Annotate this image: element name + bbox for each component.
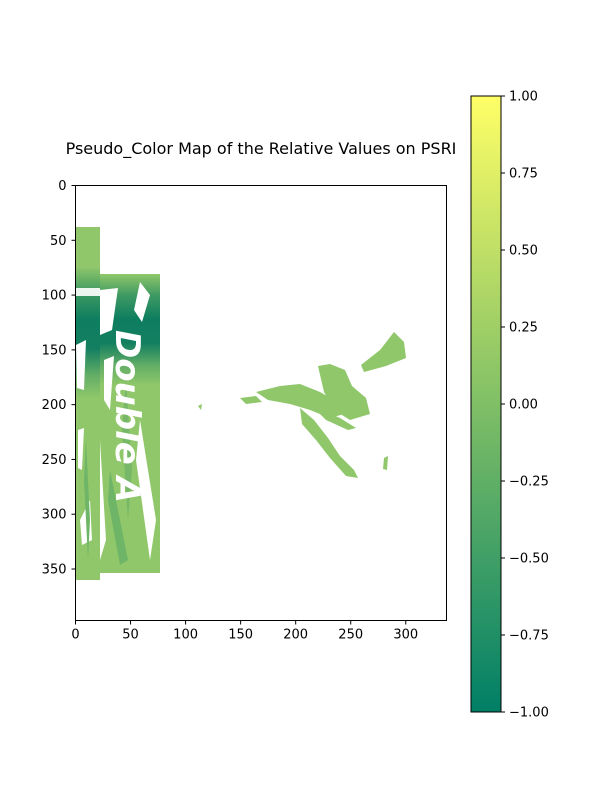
colorbar-tick-label: −0.25 [509,475,549,490]
y-tick-label: 50 [50,234,67,249]
colorbar-tick-label: 0.25 [509,321,538,336]
y-tick-label: 200 [42,398,67,413]
colorbar-tick-label: 0.50 [509,244,538,259]
colorbar-tick-label: −0.50 [509,552,549,567]
colorbar-tick-label: −1.00 [509,706,549,721]
colorbar-tick-label: 0.00 [509,398,538,413]
x-axis: 0 50 100 150 200 250 300 [71,620,418,643]
x-tick-label: 200 [283,628,308,643]
x-tick-label: 100 [173,628,198,643]
package-text: Double A [107,330,147,503]
scattered-regions [198,332,406,478]
package-region: Double A [100,268,160,573]
y-axis: 0 50 100 150 200 250 300 350 [42,179,76,578]
y-tick-label: 100 [42,289,67,304]
axes-frame [75,185,447,621]
y-tick-label: 0 [58,179,66,194]
colorbar-tick-label: 1.00 [509,90,538,105]
x-tick-label: 50 [122,628,139,643]
y-tick-label: 150 [42,343,67,358]
heatmap-image: Double A [75,227,406,580]
y-tick-label: 250 [42,453,67,468]
y-tick-label: 350 [42,563,67,578]
colorbar-tick-label: 0.75 [509,167,538,182]
colorbar-axis: 1.00 0.75 0.50 0.25 0.00 −0.25 −0.50 −0.75 −1.00 [501,90,549,721]
colorbar-tick-label: −0.75 [509,629,549,644]
colorbar [470,95,502,713]
chart-title: Pseudo_Color Map of the Relative Values … [66,139,457,159]
x-tick-label: 250 [338,628,363,643]
x-tick-label: 0 [71,628,79,643]
left-strip [75,227,100,580]
x-tick-label: 300 [393,628,418,643]
x-tick-label: 150 [228,628,253,643]
y-tick-label: 300 [42,508,67,523]
